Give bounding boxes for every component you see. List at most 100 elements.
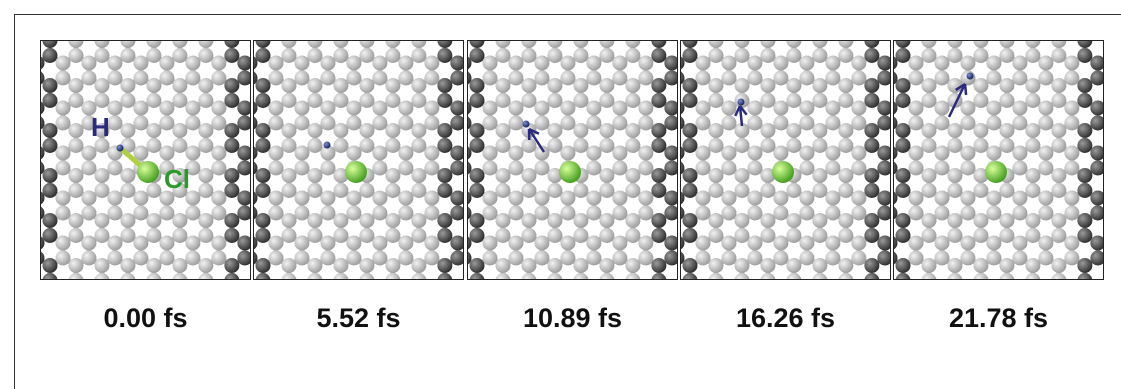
carbon-atom <box>960 236 975 251</box>
carbon-atom <box>599 48 614 63</box>
carbon-atom <box>185 116 200 131</box>
bond <box>1098 303 1111 311</box>
carbon-atom <box>224 273 239 288</box>
carbon-atom <box>81 296 96 311</box>
carbon-atom <box>683 213 698 228</box>
carbon-atom <box>385 123 400 138</box>
carbon-atom <box>30 146 45 161</box>
bond <box>302 33 315 41</box>
carbon-atom <box>908 296 923 311</box>
carbon-atom <box>411 48 426 63</box>
carbon-atom <box>281 228 296 243</box>
carbon-atom <box>973 93 988 108</box>
carbon-atom <box>333 273 348 288</box>
carbon-atom <box>670 26 685 41</box>
bond <box>451 33 464 41</box>
carbon-atom <box>960 281 975 296</box>
carbon-atom <box>211 116 226 131</box>
carbon-atom <box>921 48 936 63</box>
carbon-atom <box>398 251 413 266</box>
bond <box>690 281 703 289</box>
carbon-atom <box>55 26 70 41</box>
bond <box>729 33 742 41</box>
bond <box>284 281 297 289</box>
carbon-atom <box>146 123 161 138</box>
carbon-atom <box>708 183 723 198</box>
carbon-atom <box>799 251 814 266</box>
carbon-atom <box>294 146 309 161</box>
carbon-atom <box>268 71 283 86</box>
carbon-atom <box>198 138 213 153</box>
bond <box>341 33 354 41</box>
carbon-atom <box>294 236 309 251</box>
carbon-atom <box>760 213 775 228</box>
carbon-atom <box>560 116 575 131</box>
carbon-atom <box>638 56 653 71</box>
carbon-atom <box>372 11 387 26</box>
carbon-atom <box>638 191 653 206</box>
carbon-atom <box>929 296 944 311</box>
bond <box>716 303 729 311</box>
bond <box>1111 281 1121 289</box>
carbon-atom <box>1077 258 1092 273</box>
bond <box>419 281 432 289</box>
carbon-atom <box>457 281 472 296</box>
bond <box>471 281 484 289</box>
carbon-atom <box>281 93 296 108</box>
carbon-atom <box>289 26 304 41</box>
carbon-atom <box>1064 161 1079 176</box>
carbon-atom <box>683 123 698 138</box>
carbon-atom <box>211 161 226 176</box>
carbon-atom <box>1038 161 1053 176</box>
carbon-atom <box>482 296 497 311</box>
bond <box>471 303 484 311</box>
bond <box>102 33 115 41</box>
carbon-atom <box>773 236 788 251</box>
carbon-atom <box>864 213 879 228</box>
carbon-atom <box>476 26 491 41</box>
carbon-atom <box>237 11 252 26</box>
carbon-atom <box>734 48 749 63</box>
carbon-atom <box>586 56 601 71</box>
bond <box>490 33 503 41</box>
bond <box>542 33 555 41</box>
carbon-atom <box>502 281 517 296</box>
carbon-atom <box>437 78 452 93</box>
carbon-atom <box>211 251 226 266</box>
carbon-atom <box>1077 183 1092 198</box>
carbon-atom <box>1012 101 1027 116</box>
carbon-atom <box>1064 281 1079 296</box>
carbon-atom <box>1051 258 1066 273</box>
carbon-atom <box>30 251 45 266</box>
carbon-atom <box>17 48 32 63</box>
carbon-atom <box>94 183 109 198</box>
carbon-atom <box>851 146 866 161</box>
carbon-atom <box>256 228 271 243</box>
cl-atom <box>137 161 159 183</box>
carbon-atom <box>94 93 109 108</box>
bond <box>76 33 89 41</box>
carbon-atom <box>1012 71 1027 86</box>
carbon-atom <box>256 48 271 63</box>
carbon-atom <box>146 228 161 243</box>
carbon-atom <box>1090 281 1105 296</box>
carbon-atom <box>359 48 374 63</box>
carbon-atom <box>851 191 866 206</box>
carbon-atom <box>999 48 1014 63</box>
carbon-atom <box>437 138 452 153</box>
carbon-atom <box>333 183 348 198</box>
carbon-atom <box>224 78 239 93</box>
carbon-atom <box>495 123 510 138</box>
carbon-atom <box>107 56 122 71</box>
carbon-atom <box>638 161 653 176</box>
carbon-atom <box>625 138 640 153</box>
bond <box>1111 213 1121 221</box>
carbon-atom <box>94 48 109 63</box>
bond <box>846 33 859 41</box>
carbon-atom <box>883 281 898 296</box>
carbon-atom <box>851 251 866 266</box>
bond <box>542 281 555 289</box>
carbon-atom <box>864 228 879 243</box>
carbon-atom <box>320 281 335 296</box>
carbon-atom <box>708 93 723 108</box>
